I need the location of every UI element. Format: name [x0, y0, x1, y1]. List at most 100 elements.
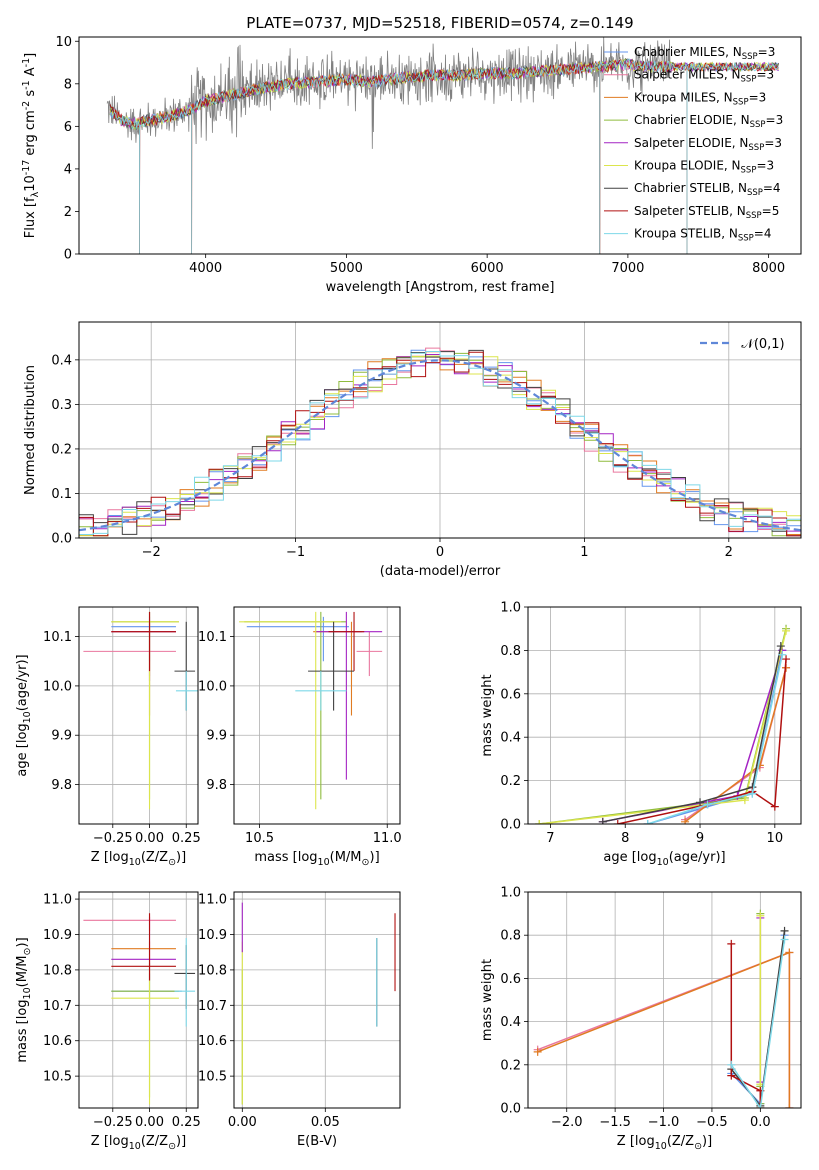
- mass-vs-Z-xtick-label: 0.25: [172, 1115, 201, 1130]
- age-vs-Z-xtick-label: 0.00: [135, 831, 164, 846]
- age-vs-mass-ytick-label: 10.1: [198, 630, 227, 645]
- weight-vs-age-marker: [643, 820, 652, 824]
- weight-vs-Z-xtick-label: −0.5: [696, 1115, 728, 1130]
- age-vs-mass-frame: [233, 606, 401, 825]
- age-vs-mass-point: [356, 631, 383, 677]
- age-vs-Z-point: [83, 631, 176, 677]
- weight-vs-age-series-line: [602, 645, 782, 823]
- residuals-ytick-label: 0.3: [51, 398, 72, 413]
- weight-vs-age-ytick-label: 0.6: [500, 687, 521, 702]
- residuals-legend: 𝒩(0,1): [700, 337, 785, 352]
- weight-vs-age-marker: [770, 802, 779, 811]
- weight-vs-Z-ytick-label: 0.2: [500, 1058, 521, 1073]
- weight-vs-age-xtick-label: 7: [546, 831, 554, 846]
- age-vs-Z-point: [111, 616, 176, 662]
- residuals-xlabel: (data-model)/error: [380, 564, 501, 579]
- weight-vs-Z-marker: [533, 1047, 542, 1056]
- legend-entry: Salpeter STELIB, NSSP=5: [634, 204, 779, 221]
- weight-vs-Z-marker: [780, 926, 789, 935]
- age-vs-Z-xtick-label: 0.25: [172, 831, 201, 846]
- weight-vs-age-ytick-label: 0.4: [500, 731, 521, 746]
- age-vs-mass-point: [308, 621, 355, 711]
- age-vs-mass-ytick-label: 9.8: [206, 778, 227, 793]
- mass-vs-EBV-frame: [233, 891, 401, 1109]
- weight-vs-age-plot: [535, 624, 791, 824]
- mass-vs-Z-point: [174, 945, 196, 1009]
- weight-vs-age-xtick-label: 9: [696, 831, 704, 846]
- spectrum-legend: Chabrier MILES, NSSP=3 Salpeter MILES, NS…: [604, 45, 783, 244]
- weight-vs-Z-xtick-label: −1.5: [599, 1115, 631, 1130]
- age-vs-mass-point: [295, 671, 347, 711]
- mass-vs-EBV-ytick-label: 10.9: [198, 928, 227, 943]
- mass-vs-EBV-axes: 0.00 0.05 10.5 10.6 10.7 10.8 10.9 11.0: [198, 892, 400, 1130]
- mass-vs-EBV-ytick-label: 10.5: [198, 1070, 227, 1085]
- weight-vs-age-marker: [681, 817, 690, 824]
- residuals-ytick-label: 0.2: [51, 442, 72, 457]
- mass-vs-Z-axes: −0.25 0.00 0.25 10.5 10.6 10.7 10.8 10.9 11.0: [43, 892, 201, 1130]
- weight-vs-Z-ytick-label: 0.4: [500, 1015, 521, 1030]
- residuals-ytick-label: 0.0: [51, 532, 72, 547]
- age-vs-Z-ytick-label: 10.1: [43, 630, 72, 645]
- age-vs-mass-point: [328, 611, 365, 672]
- mass-vs-Z-plot: [83, 913, 196, 1105]
- weight-vs-Z-ytick-label: 0.8: [500, 929, 521, 944]
- weight-vs-age-marker: [613, 820, 622, 824]
- weight-vs-age-series-line: [647, 654, 784, 824]
- spectrum-data-line: [106, 37, 671, 149]
- residuals-xtick-label: −2: [142, 545, 161, 560]
- weight-vs-age-series-line: [602, 650, 784, 823]
- mass-vs-EBV-ytick-label: 11.0: [198, 893, 227, 908]
- residuals-xtick-label: 2: [725, 545, 733, 560]
- weight-vs-age-marker: [782, 655, 791, 664]
- mass-vs-Z-ytick-label: 10.7: [43, 999, 72, 1014]
- legend-entry: Kroupa ELODIE, NSSP=3: [634, 159, 774, 176]
- weight-vs-Z-xtick-label: −2.0: [551, 1115, 583, 1130]
- residuals-ytick-label: 0.4: [51, 353, 72, 368]
- weight-vs-age-ylabel: mass weight: [480, 674, 495, 756]
- weight-vs-Z-ytick-label: 0.6: [500, 972, 521, 987]
- age-vs-Z-xtick-label: −0.25: [93, 831, 133, 846]
- mass-vs-Z-point: [111, 913, 176, 981]
- weight-vs-age-ytick-label: 0.8: [500, 644, 521, 659]
- weight-vs-age-ytick-label: 0.2: [500, 774, 521, 789]
- residuals-frame: [78, 321, 802, 539]
- mass-vs-Z-ytick-label: 10.8: [43, 963, 72, 978]
- legend-entry: Chabrier MILES, NSSP=3: [634, 45, 775, 62]
- weight-vs-Z-series-line: [730, 939, 786, 1108]
- age-vs-mass-plot: [239, 611, 383, 810]
- age-vs-Z-point: [175, 671, 198, 711]
- weight-vs-Z-marker: [727, 939, 736, 948]
- age-vs-mass-xtick-label: 11.0: [373, 831, 402, 846]
- mass-vs-Z-point: [111, 962, 179, 1098]
- residuals-axes: −2 −1 0 1 2 0.0 0.1 0.2 0.3 0.4: [51, 322, 801, 560]
- age-vs-mass-xtick-label: 10.5: [245, 831, 274, 846]
- weight-vs-Z-marker: [780, 935, 789, 944]
- mass-vs-Z-point: [174, 938, 196, 1027]
- mass-vs-Z-ytick-label: 10.9: [43, 928, 72, 943]
- spectrum-xtick-label: 7000: [611, 261, 644, 276]
- weight-vs-Z-ytick-label: 0.0: [500, 1102, 521, 1117]
- spectrum-model-line: [109, 58, 779, 254]
- weight-vs-age-xlabel: age [log10(age/yr)]: [603, 850, 725, 868]
- residuals-xtick-label: 0: [436, 545, 444, 560]
- age-vs-mass-ytick-label: 10.0: [198, 679, 227, 694]
- residuals-hist-step: [79, 351, 801, 535]
- legend-entry: Kroupa MILES, NSSP=3: [634, 90, 766, 107]
- weight-vs-age-xtick-label: 10: [767, 831, 784, 846]
- spectrum-ytick-label: 2: [64, 205, 72, 220]
- legend-entry: Salpeter ELODIE, NSSP=3: [634, 136, 782, 153]
- weight-vs-Z-series-line: [730, 943, 762, 1108]
- age-vs-Z-point: [111, 611, 179, 810]
- residuals-plot: [79, 347, 801, 537]
- age-vs-mass-point: [246, 616, 349, 662]
- weight-vs-age-marker: [696, 798, 705, 807]
- weight-vs-Z-marker: [727, 1071, 736, 1080]
- weight-vs-age-series-line: [617, 659, 787, 824]
- spectrum-ytick-label: 4: [64, 162, 72, 177]
- mass-vs-Z-ylabel: mass [log10(M/M⊙)]: [15, 937, 33, 1062]
- age-vs-mass-point: [315, 611, 383, 780]
- mass-vs-Z-ytick-label: 10.6: [43, 1034, 72, 1049]
- residuals-ylabel: Normed distribution: [23, 365, 38, 495]
- weight-vs-Z-plot: [533, 909, 794, 1108]
